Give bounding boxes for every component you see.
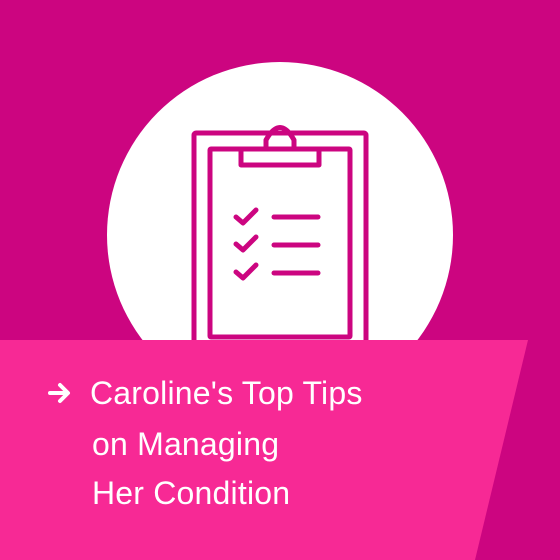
arrow-right-icon: [48, 383, 70, 403]
title-line-3: Her Condition: [92, 475, 291, 511]
clipboard-checklist-icon: [191, 125, 369, 356]
banner-shape: [0, 340, 528, 560]
title-line-2: on Managing: [92, 426, 280, 462]
title-line-1: Caroline's Top Tips: [90, 375, 363, 411]
